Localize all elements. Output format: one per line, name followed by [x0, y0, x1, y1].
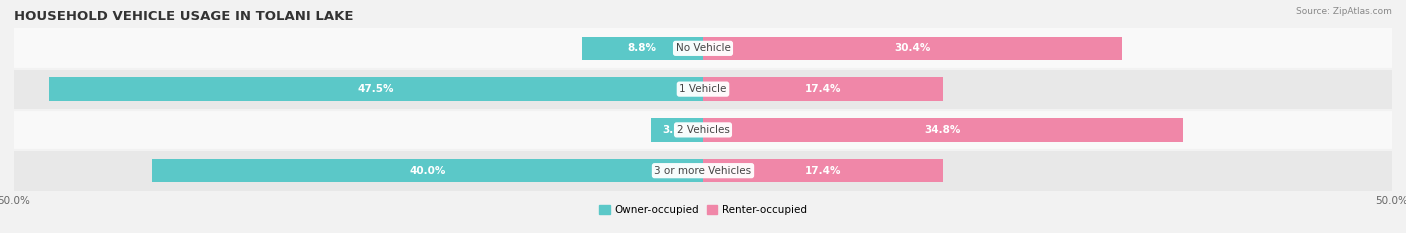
Text: HOUSEHOLD VEHICLE USAGE IN TOLANI LAKE: HOUSEHOLD VEHICLE USAGE IN TOLANI LAKE [14, 10, 353, 23]
Bar [703, 118, 1182, 142]
Text: 47.5%: 47.5% [357, 84, 394, 94]
Bar [651, 118, 703, 142]
Bar [152, 159, 703, 182]
Legend: Owner-occupied, Renter-occupied: Owner-occupied, Renter-occupied [599, 205, 807, 215]
Text: 1 Vehicle: 1 Vehicle [679, 84, 727, 94]
Bar [703, 37, 1122, 60]
Text: 3.8%: 3.8% [662, 125, 692, 135]
Text: 3 or more Vehicles: 3 or more Vehicles [654, 166, 752, 176]
Text: 34.8%: 34.8% [925, 125, 960, 135]
Text: 30.4%: 30.4% [894, 43, 931, 53]
Text: 2 Vehicles: 2 Vehicles [676, 125, 730, 135]
Text: 17.4%: 17.4% [804, 84, 841, 94]
Bar [703, 77, 943, 101]
Text: 40.0%: 40.0% [409, 166, 446, 176]
Bar [14, 69, 1392, 110]
Text: 17.4%: 17.4% [804, 166, 841, 176]
Text: No Vehicle: No Vehicle [675, 43, 731, 53]
Bar [582, 37, 703, 60]
Bar [48, 77, 703, 101]
Bar [703, 159, 943, 182]
Text: 8.8%: 8.8% [628, 43, 657, 53]
Bar [14, 28, 1392, 69]
Text: Source: ZipAtlas.com: Source: ZipAtlas.com [1296, 7, 1392, 16]
Bar [14, 150, 1392, 191]
Bar [14, 110, 1392, 150]
